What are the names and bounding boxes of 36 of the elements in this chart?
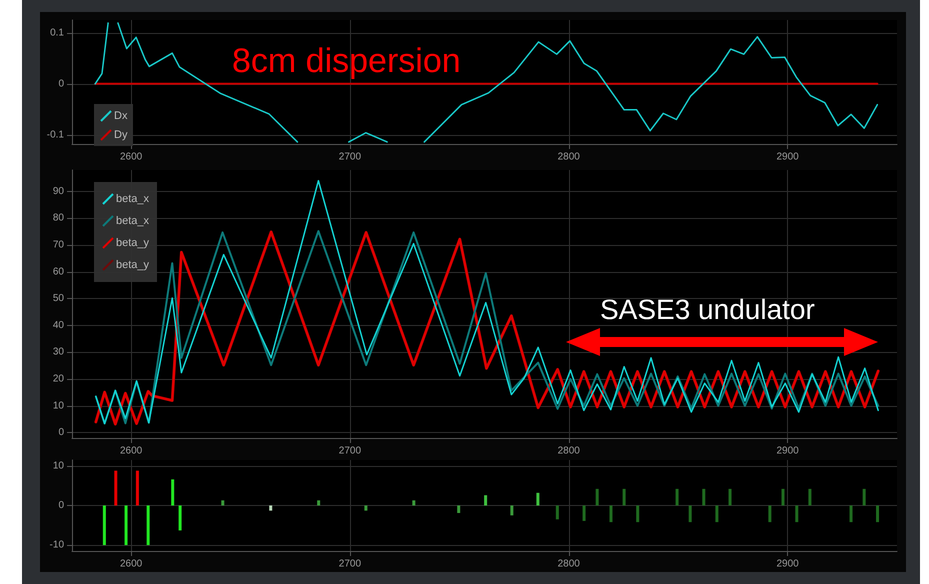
y-tick-label: 40 <box>52 320 64 331</box>
legend-label: beta_x <box>116 215 150 227</box>
x-tick-label: 2800 <box>558 446 580 456</box>
legend-label: Dy <box>114 128 128 140</box>
annotation: SASE3 undulator <box>600 294 815 326</box>
y-tick-label: 0 <box>58 78 64 90</box>
y-tick-label: 10 <box>52 400 64 412</box>
y-tick-label: 90 <box>52 186 64 197</box>
x-tick-label: 2600 <box>120 558 143 570</box>
y-tick-label: 30 <box>52 346 64 358</box>
y-tick-label: -0.1 <box>46 129 64 140</box>
legend-label: beta_y <box>116 237 150 249</box>
x-tick-label: 2700 <box>338 446 362 456</box>
x-tick-label: 2900 <box>776 558 800 570</box>
x-tick-label: 2700 <box>338 152 362 162</box>
y-tick-label: 80 <box>52 212 64 224</box>
y-tick-label: 50 <box>52 293 64 304</box>
legend-label: beta_y <box>116 259 150 271</box>
y-tick-label: 60 <box>52 266 64 278</box>
y-tick-label: 70 <box>52 240 64 251</box>
y-tick-label: 0 <box>58 427 64 438</box>
x-tick-label: 2900 <box>776 152 800 162</box>
x-tick-label: 2600 <box>120 446 143 456</box>
y-tick-label: 20 <box>52 374 64 385</box>
x-tick-label: 2800 <box>558 558 580 570</box>
x-tick-label: 2900 <box>776 446 800 456</box>
legend-label: beta_x <box>116 193 150 205</box>
y-tick-label: 0.1 <box>50 27 64 38</box>
y-tick-label: -10 <box>50 540 64 551</box>
x-tick-label: 2800 <box>558 152 580 162</box>
x-tick-label: 2700 <box>338 558 362 570</box>
y-tick-label: 10 <box>52 460 64 472</box>
legend-label: Dx <box>114 110 128 122</box>
annotation: 8cm dispersion <box>232 42 461 81</box>
y-tick-label: 0 <box>58 500 64 511</box>
x-tick-label: 2600 <box>120 152 143 162</box>
